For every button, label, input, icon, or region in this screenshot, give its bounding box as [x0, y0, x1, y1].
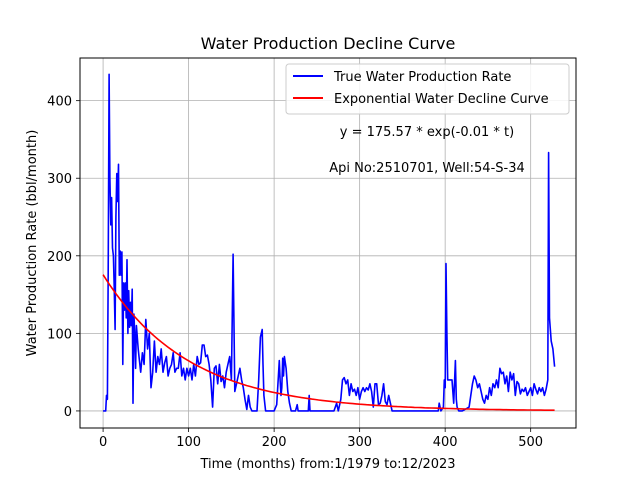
x-tick-label: 200: [262, 435, 287, 450]
y-axis-label: Water Production Rate (bbl/month): [25, 130, 40, 357]
y-tick-label: 100: [47, 327, 72, 342]
legend: True Water Production Rate Exponential W…: [286, 64, 569, 114]
y-tick-label: 200: [47, 250, 72, 265]
decline-chart: 0 100 200 300 400 500 0 100 200 300 400 Water Prod…: [0, 0, 640, 480]
x-tick-label: 400: [433, 435, 458, 450]
equation-annotation: y = 175.57 * exp(-0.01 * t): [340, 125, 514, 140]
legend-label-exponential: Exponential Water Decline Curve: [334, 92, 549, 107]
y-tick-label: 400: [47, 95, 72, 110]
well-annotation: Api No:2510701, Well:54-S-34: [329, 161, 525, 176]
x-tick-label: 0: [99, 435, 107, 450]
x-tick-label: 100: [176, 435, 201, 450]
legend-label-true-rate: True Water Production Rate: [333, 70, 511, 85]
x-tick-label: 500: [518, 435, 543, 450]
x-tick-label: 300: [347, 435, 372, 450]
y-tick-label: 300: [47, 172, 72, 187]
chart-title: Water Production Decline Curve: [201, 34, 456, 53]
x-axis-label: Time (months) from:1/1979 to:12/2023: [199, 457, 455, 472]
y-tick-label: 0: [64, 405, 72, 420]
